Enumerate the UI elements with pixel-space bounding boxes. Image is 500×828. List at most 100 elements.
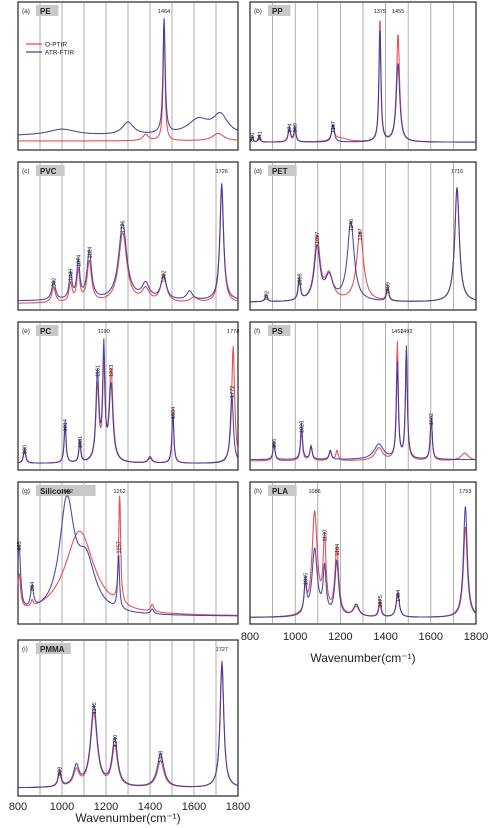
peak-label: 1014 xyxy=(63,419,69,431)
peak-label: 1074 xyxy=(76,255,82,267)
peak-label: 1022 xyxy=(61,489,73,495)
panel-title-box xyxy=(36,325,59,336)
peak-label: 872 xyxy=(264,291,270,300)
x-tick-label: 800 xyxy=(9,801,27,813)
panel-silicone: (g) Silicone 805 864 1022 1257 1262 xyxy=(17,481,239,625)
peak-label: 841 xyxy=(257,131,263,140)
peak-label: 1130 xyxy=(323,530,329,542)
x-axis-left: 800 1000 1200 1400 1600 1800 Wavenumber(cm⁻¹) xyxy=(9,801,250,825)
panel-title: PET xyxy=(272,167,288,176)
panel-letter: (g) xyxy=(22,488,30,495)
peak-label: 1246 xyxy=(349,219,355,231)
peak-label: 1726 xyxy=(216,169,228,175)
panel-pp: (b) PP 810 841 974 999 1167 1375 1455 xyxy=(249,1,477,151)
x-axis-right: 800 1000 1200 1400 1600 1800 Wavenumber(cm⁻¹) xyxy=(241,631,488,665)
peak-label: 1287 xyxy=(358,228,364,240)
series-line-atr-ftir xyxy=(249,345,477,461)
panel-pc: (e) PC 830 1014 1081 1161 1190 1223 1504 1772 1778 xyxy=(17,321,239,471)
panel-title-box xyxy=(36,5,59,16)
peak-label: 1455 xyxy=(392,9,404,15)
panel-title-box xyxy=(36,643,71,654)
peak-label: 864 xyxy=(30,582,36,591)
legend-label: ATR-FTIR xyxy=(45,50,74,57)
panel-title-box xyxy=(268,165,297,176)
x-tick-label: 1000 xyxy=(50,801,74,813)
series-line-atr-ftir xyxy=(17,183,239,302)
panel-title: Silicone xyxy=(40,487,71,496)
peak-label: 1190 xyxy=(98,329,110,335)
panel-title-box xyxy=(36,485,96,496)
panel-pmma: (i) PMMA 989 1145 1240 1448 1727 xyxy=(17,639,239,797)
x-tick-label: 1800 xyxy=(464,631,488,643)
peak-label: 1753 xyxy=(459,489,471,495)
series-line-atr-ftir xyxy=(17,338,239,464)
x-tick-label: 800 xyxy=(241,631,259,643)
peak-label: 1262 xyxy=(114,489,126,495)
x-tick-label: 1000 xyxy=(283,631,307,643)
panel-title-box xyxy=(268,485,297,496)
peak-label: 999 xyxy=(293,123,299,132)
panel-title: PP xyxy=(272,7,283,16)
panel-title-box xyxy=(36,165,65,176)
peak-label: 1167 xyxy=(331,121,337,133)
panel-letter: (f) xyxy=(254,328,260,335)
series-line-atr-ftir xyxy=(249,30,477,143)
peak-label: 1161 xyxy=(95,365,101,377)
x-axis-title: Wavenumber(cm⁻¹) xyxy=(75,811,180,825)
series-line-o-ptir xyxy=(249,341,477,462)
peak-label: 1464 xyxy=(158,9,170,15)
panel-title: PVC xyxy=(40,167,57,176)
peak-label: 1778 xyxy=(227,329,239,335)
peak-label: 1448 xyxy=(159,751,165,763)
peak-label: 906 xyxy=(272,439,278,448)
panel-title: PS xyxy=(272,327,283,336)
peak-label: 1097 xyxy=(315,232,321,244)
panel-title: PC xyxy=(40,327,51,336)
peak-label: 1409 xyxy=(386,282,392,294)
panel-title-box xyxy=(268,325,291,336)
series-line-o-ptir xyxy=(17,495,239,616)
peak-label: 1276 xyxy=(121,221,127,233)
series-line-atr-ftir xyxy=(17,664,239,789)
panel-title-box xyxy=(268,5,291,16)
x-tick-label: 1400 xyxy=(373,631,397,643)
x-tick-label: 1400 xyxy=(138,801,162,813)
peak-label: 1223 xyxy=(109,365,115,377)
peak-label: 1240 xyxy=(113,735,119,747)
peak-label: 1257 xyxy=(117,541,123,553)
series-line-atr-ftir xyxy=(249,187,477,303)
series-line-atr-ftir xyxy=(17,18,239,136)
x-tick-label: 1200 xyxy=(94,801,118,813)
peak-label: 1602 xyxy=(429,413,435,425)
peak-label: 989 xyxy=(58,767,64,776)
x-tick-label: 1600 xyxy=(182,801,206,813)
peak-label: 1716 xyxy=(451,169,463,175)
peak-label: 1454 xyxy=(396,590,402,602)
panel-title: PMMA xyxy=(40,645,65,654)
peak-label: 1018 xyxy=(297,273,303,285)
peak-label: 1028 xyxy=(300,421,306,433)
series-line-o-ptir xyxy=(17,19,239,142)
peak-label: 1375 xyxy=(374,9,386,15)
x-tick-label: 1600 xyxy=(419,631,443,643)
peak-label: 830 xyxy=(23,445,29,454)
panel-pla: (h) PLA 1045 1086 1130 1184 1375 1454 1753 xyxy=(249,481,477,625)
peak-label: 1045 xyxy=(303,573,309,585)
panel-letter: (a) xyxy=(22,8,30,15)
peak-label: 1086 xyxy=(309,489,321,495)
x-tick-label: 1200 xyxy=(328,631,352,643)
legend-label: O-PTIR xyxy=(45,42,67,49)
panel-letter: (i) xyxy=(22,646,28,653)
peak-label: 810 xyxy=(250,133,256,142)
panel-title: PE xyxy=(40,7,51,16)
panel-title: PLA xyxy=(272,487,288,496)
peak-label: 1772 xyxy=(230,386,236,398)
series-line-atr-ftir xyxy=(17,495,239,617)
peak-label: 1039 xyxy=(69,269,75,281)
peak-label: 1081 xyxy=(78,436,84,448)
peak-label: 1375 xyxy=(378,595,384,607)
